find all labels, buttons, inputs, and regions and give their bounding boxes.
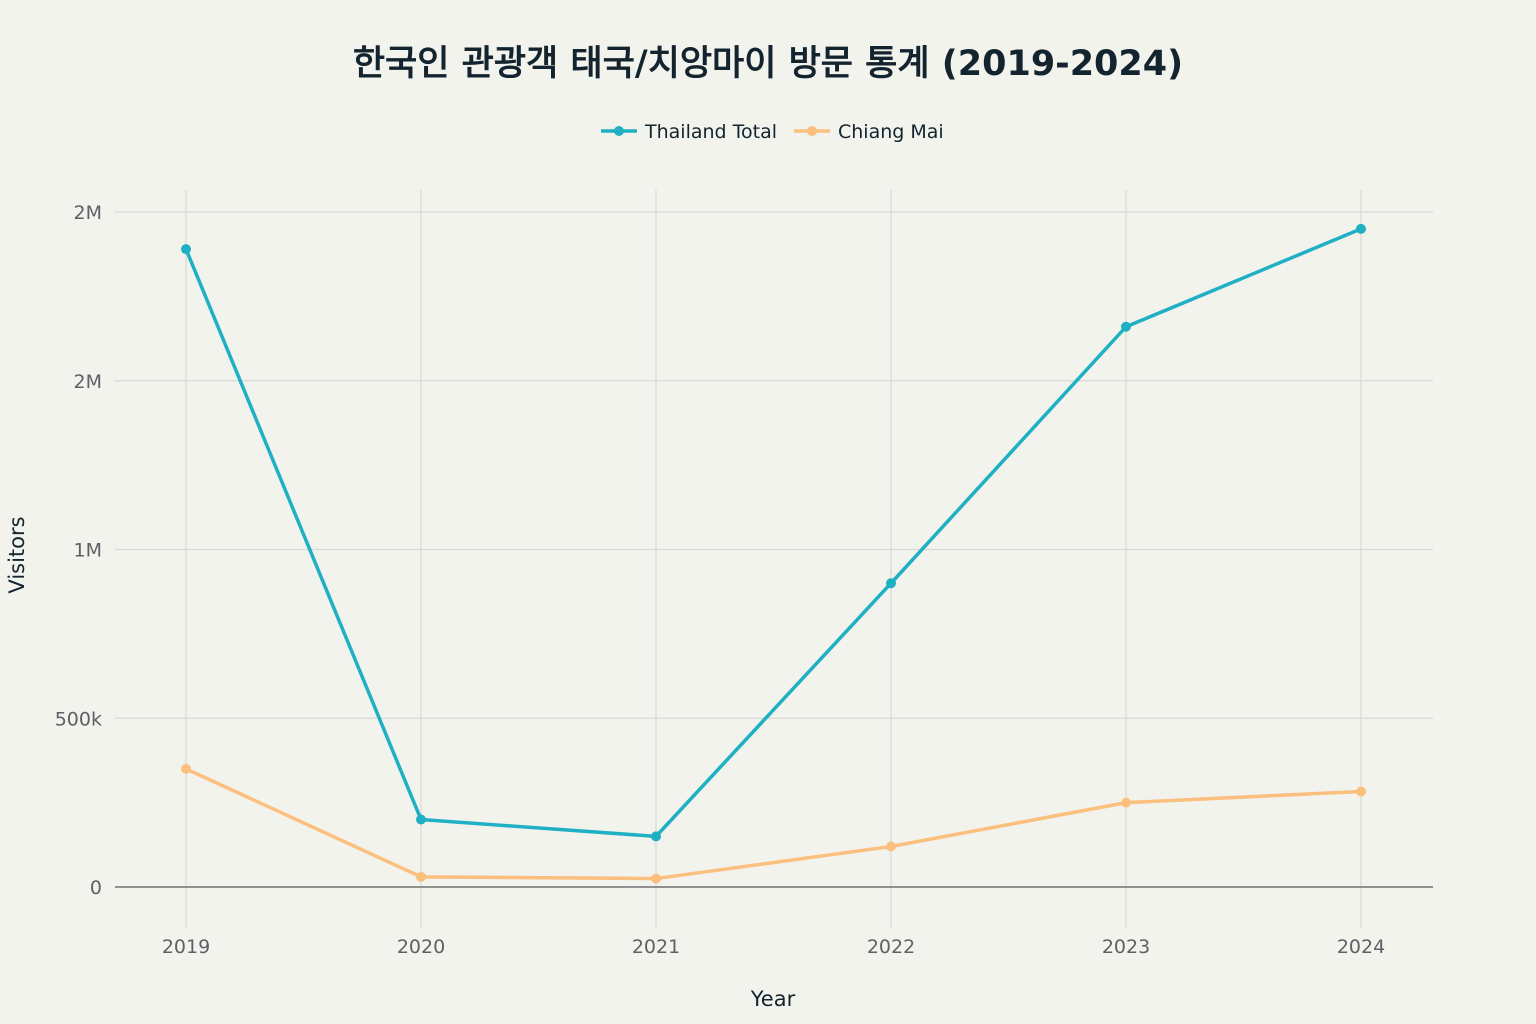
- x-axis-title: Year: [750, 987, 796, 1011]
- x-tick-label-2022: 2022: [867, 936, 915, 958]
- legend-marker-chiang-mai: [807, 126, 817, 136]
- x-tick-label-2019: 2019: [162, 936, 210, 958]
- y-tick-label-4: 2M: [74, 202, 102, 224]
- y-tick-label-0: 0: [90, 877, 102, 899]
- legend-label-thailand-total: Thailand Total: [644, 121, 777, 143]
- legend: Thailand Total Chiang Mai: [601, 121, 944, 143]
- series-line-thailand-total: [186, 229, 1361, 837]
- series-line-chiang-mai: [186, 769, 1361, 879]
- x-tick-label-2021: 2021: [632, 936, 680, 958]
- data-point-thailand-total-2022[interactable]: [886, 578, 896, 588]
- data-point-thailand-total-2021[interactable]: [651, 831, 661, 841]
- legend-marker-thailand-total: [614, 126, 624, 136]
- legend-item-thailand-total[interactable]: Thailand Total: [601, 121, 777, 143]
- data-point-thailand-total-2019[interactable]: [181, 244, 191, 254]
- data-point-chiang-mai-2020[interactable]: [416, 872, 426, 882]
- data-point-chiang-mai-2022[interactable]: [886, 842, 896, 852]
- x-tick-label-2023: 2023: [1102, 936, 1150, 958]
- series-chiang-mai: [181, 764, 1366, 884]
- data-point-chiang-mai-2021[interactable]: [651, 874, 661, 884]
- y-axis-title: Visitors: [5, 516, 29, 593]
- y-tick-label-2: 1M: [74, 540, 102, 562]
- line-chart: 한국인 관광객 태국/치앙마이 방문 통계 (2019-2024) Thaila…: [0, 0, 1536, 1024]
- legend-label-chiang-mai: Chiang Mai: [838, 121, 944, 143]
- y-axis-ticks: 0 500k 1M 2M 2M: [55, 202, 102, 899]
- series-thailand-total: [181, 224, 1366, 842]
- x-axis-ticks: 2019 2020 2021 2022 2023 2024: [162, 936, 1385, 958]
- series-layer: [181, 224, 1366, 884]
- data-point-chiang-mai-2019[interactable]: [181, 764, 191, 774]
- data-point-chiang-mai-2023[interactable]: [1121, 798, 1131, 808]
- data-point-chiang-mai-2024[interactable]: [1356, 786, 1366, 796]
- data-point-thailand-total-2023[interactable]: [1121, 322, 1131, 332]
- y-tick-label-1: 500k: [55, 708, 102, 730]
- data-point-thailand-total-2024[interactable]: [1356, 224, 1366, 234]
- x-tick-label-2020: 2020: [397, 936, 445, 958]
- y-tick-label-3: 2M: [74, 371, 102, 393]
- chart-title: 한국인 관광객 태국/치앙마이 방문 통계 (2019-2024): [353, 44, 1183, 84]
- x-tick-label-2024: 2024: [1337, 936, 1385, 958]
- data-point-thailand-total-2020[interactable]: [416, 815, 426, 825]
- legend-item-chiang-mai[interactable]: Chiang Mai: [794, 121, 944, 143]
